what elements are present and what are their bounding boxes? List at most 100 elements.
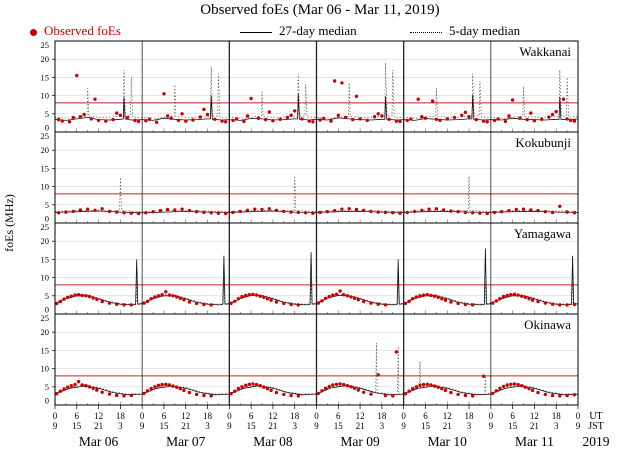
y-tick-label: 0 xyxy=(45,305,49,315)
observed-point xyxy=(523,295,527,299)
ut-tick-label: 12 xyxy=(181,411,190,421)
observed-point xyxy=(490,301,495,305)
y-tick-label: 20 xyxy=(41,236,50,246)
observed-point xyxy=(565,117,569,121)
median5-line xyxy=(54,62,579,119)
observed-point xyxy=(95,297,99,302)
observed-point xyxy=(144,211,148,215)
station-label: Kokubunji xyxy=(515,135,571,150)
observed-point xyxy=(56,117,61,122)
jst-axis-label: JST xyxy=(588,421,604,432)
jst-tick-label: 21 xyxy=(530,421,539,431)
observed-point xyxy=(107,301,112,305)
day-label: Mar 09 xyxy=(340,434,380,449)
observed-point xyxy=(550,393,555,398)
observed-point xyxy=(387,117,391,122)
observed-point xyxy=(356,298,360,302)
observed-point xyxy=(509,293,513,297)
observed-point xyxy=(372,115,377,119)
observed-point xyxy=(233,389,237,393)
jst-tick-label: 21 xyxy=(268,421,277,431)
y-tick-label: 20 xyxy=(41,54,50,64)
ut-axis-label: UT xyxy=(589,411,602,422)
observed-point xyxy=(100,299,104,304)
observed-point xyxy=(67,120,72,124)
observed-point xyxy=(171,294,175,298)
observed-point xyxy=(320,389,324,393)
jst-tick-label: 3 xyxy=(467,421,472,431)
observed-point xyxy=(271,119,275,123)
observed-point xyxy=(520,294,524,298)
observed-point xyxy=(176,118,181,123)
observed-point xyxy=(209,394,213,398)
observed-point xyxy=(194,210,199,214)
observed-point xyxy=(145,389,150,393)
observed-point xyxy=(182,298,186,302)
observed-point xyxy=(184,119,188,123)
observed-point xyxy=(333,79,337,83)
observed-point xyxy=(463,210,468,215)
observed-point xyxy=(463,110,468,115)
ut-tick-label: 6 xyxy=(162,411,167,421)
observed-point xyxy=(507,114,511,118)
observed-point xyxy=(264,117,268,122)
observed-point xyxy=(240,385,244,389)
observed-point xyxy=(86,207,90,211)
observed-point xyxy=(334,292,339,296)
observed-point xyxy=(213,117,217,122)
station-label: Yamagawa xyxy=(514,226,571,241)
jst-tick-label: 9 xyxy=(401,421,406,431)
observed-point xyxy=(529,208,533,212)
observed-point xyxy=(233,299,237,303)
observed-point xyxy=(165,114,170,118)
observed-point xyxy=(289,210,293,214)
observed-point xyxy=(282,392,286,397)
observed-point xyxy=(423,116,428,120)
observed-point xyxy=(107,392,112,396)
observed-point xyxy=(398,211,402,215)
observed-point xyxy=(167,383,172,387)
observed-point xyxy=(93,97,97,101)
observed-point xyxy=(527,297,531,301)
observed-point xyxy=(142,391,146,396)
observed-point xyxy=(492,118,497,123)
observed-point xyxy=(73,293,77,297)
observed-point xyxy=(505,293,509,298)
observed-point xyxy=(327,294,331,299)
observed-point xyxy=(251,292,255,296)
observed-point xyxy=(82,112,86,117)
observed-point xyxy=(187,208,192,213)
observed-point xyxy=(529,111,533,115)
observed-point xyxy=(558,394,562,398)
observed-point xyxy=(369,392,373,396)
observed-point xyxy=(485,120,489,124)
observed-point xyxy=(536,208,540,213)
ut-tick-label: 12 xyxy=(268,411,277,421)
observed-point xyxy=(356,388,360,392)
observed-point xyxy=(318,210,322,215)
observed-point xyxy=(144,119,148,123)
y-tick-label: 20 xyxy=(41,145,50,155)
observed-point xyxy=(425,382,429,386)
observed-point xyxy=(467,115,471,119)
ut-tick-label: 6 xyxy=(510,411,515,421)
observed-point xyxy=(62,387,66,391)
y-tick-label: 25 xyxy=(41,313,50,323)
y-tick-label: 10 xyxy=(41,364,50,374)
observed-point xyxy=(323,296,328,300)
observed-point xyxy=(525,117,529,122)
jst-tick-label: 9 xyxy=(140,421,145,431)
observed-point xyxy=(187,300,192,304)
observed-point xyxy=(162,92,166,96)
ut-tick-label: 0 xyxy=(140,411,145,421)
observed-point xyxy=(532,119,537,123)
observed-point xyxy=(202,107,206,112)
observed-point xyxy=(202,210,206,215)
observed-point xyxy=(75,73,79,78)
observed-point xyxy=(376,302,380,306)
observed-point xyxy=(443,298,448,302)
y-tick-label: 10 xyxy=(41,91,50,101)
observed-point xyxy=(521,207,526,211)
observed-point xyxy=(244,293,248,298)
jst-tick-label: 15 xyxy=(159,421,169,431)
